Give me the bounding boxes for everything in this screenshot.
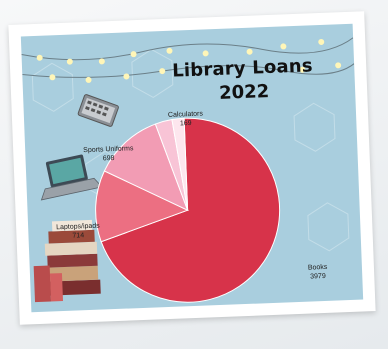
pie-slice-books (100, 117, 281, 303)
calculator-icon (77, 94, 119, 127)
photo-card: Library Loans 2022 Calculators 169 Sport… (8, 11, 376, 325)
pie-slice-other (171, 117, 189, 211)
poster: Library Loans 2022 Calculators 169 Sport… (20, 23, 364, 313)
pie-chart (95, 117, 281, 303)
pie-slice-laptops-ipads (95, 170, 189, 243)
label-calculators-value: 169 (179, 119, 192, 128)
pie-slice-sports-uniforms (103, 123, 189, 212)
label-laptops-value: 714 (72, 232, 85, 240)
chart-title-line2: 2022 (218, 80, 270, 104)
poster-art (21, 37, 355, 303)
string-lights-icon (21, 37, 355, 83)
label-books: Books 3979 (308, 263, 328, 282)
label-calculators: Calculators 169 (168, 110, 204, 129)
laptop-icon (40, 154, 103, 201)
label-books-value: 3979 (310, 272, 326, 281)
label-uniforms: Sports Uniforms 698 (83, 144, 134, 164)
label-laptops: Laptops/ipads 714 (56, 222, 100, 242)
book-stack-icon (33, 219, 101, 303)
